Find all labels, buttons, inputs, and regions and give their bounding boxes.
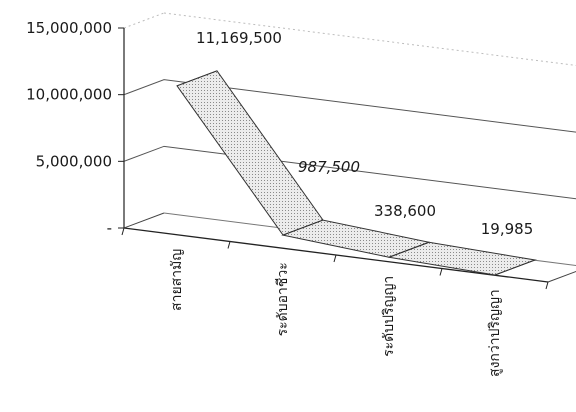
data-labels: 11,169,500 987,500 338,600 19,985 xyxy=(196,29,533,238)
data-label-3: 338,600 xyxy=(374,202,436,220)
y-tick-label: - xyxy=(107,219,112,237)
data-label-4: 19,985 xyxy=(481,220,534,238)
data-point-2 xyxy=(282,219,324,236)
category-label-2: ระดับอาชีวะ xyxy=(275,262,291,336)
x-tick-mark xyxy=(333,254,337,263)
x-tick-mark xyxy=(121,227,125,236)
category-label-1: สายสามัญ xyxy=(169,249,185,311)
category-label-3: ระดับปริญญา xyxy=(381,276,397,357)
data-ribbon xyxy=(176,70,537,276)
x-tick-mark xyxy=(227,241,231,249)
y-tick-label: 5,000,000 xyxy=(36,152,112,170)
chart-walls xyxy=(123,12,576,66)
ribbon-segment xyxy=(176,70,324,236)
data-point-3 xyxy=(388,241,430,258)
category-label-4: สูงกว่าปริญญา xyxy=(487,289,503,377)
gridlines xyxy=(123,79,576,200)
data-label-2: 987,500 xyxy=(298,158,360,176)
gridline xyxy=(123,79,576,133)
x-tick-mark xyxy=(439,268,443,276)
y-axis-ticks: 15,000,000 10,000,000 5,000,000 - xyxy=(26,19,124,237)
left-wall-top-edge xyxy=(123,12,165,29)
x-tick-mark xyxy=(545,281,549,290)
data-point-4 xyxy=(494,259,536,276)
y-tick-label: 15,000,000 xyxy=(26,19,112,37)
floor-left-edge xyxy=(123,212,165,229)
gridline xyxy=(123,145,576,200)
data-label-1: 11,169,500 xyxy=(196,29,282,47)
x-axis-categories: สายสามัญ ระดับอาชีวะ ระดับปริญญา สูงกว่าปริ… xyxy=(169,249,503,377)
floor-right-edge xyxy=(547,270,576,283)
data-point-1 xyxy=(176,70,218,87)
y-tick-label: 10,000,000 xyxy=(26,86,112,104)
